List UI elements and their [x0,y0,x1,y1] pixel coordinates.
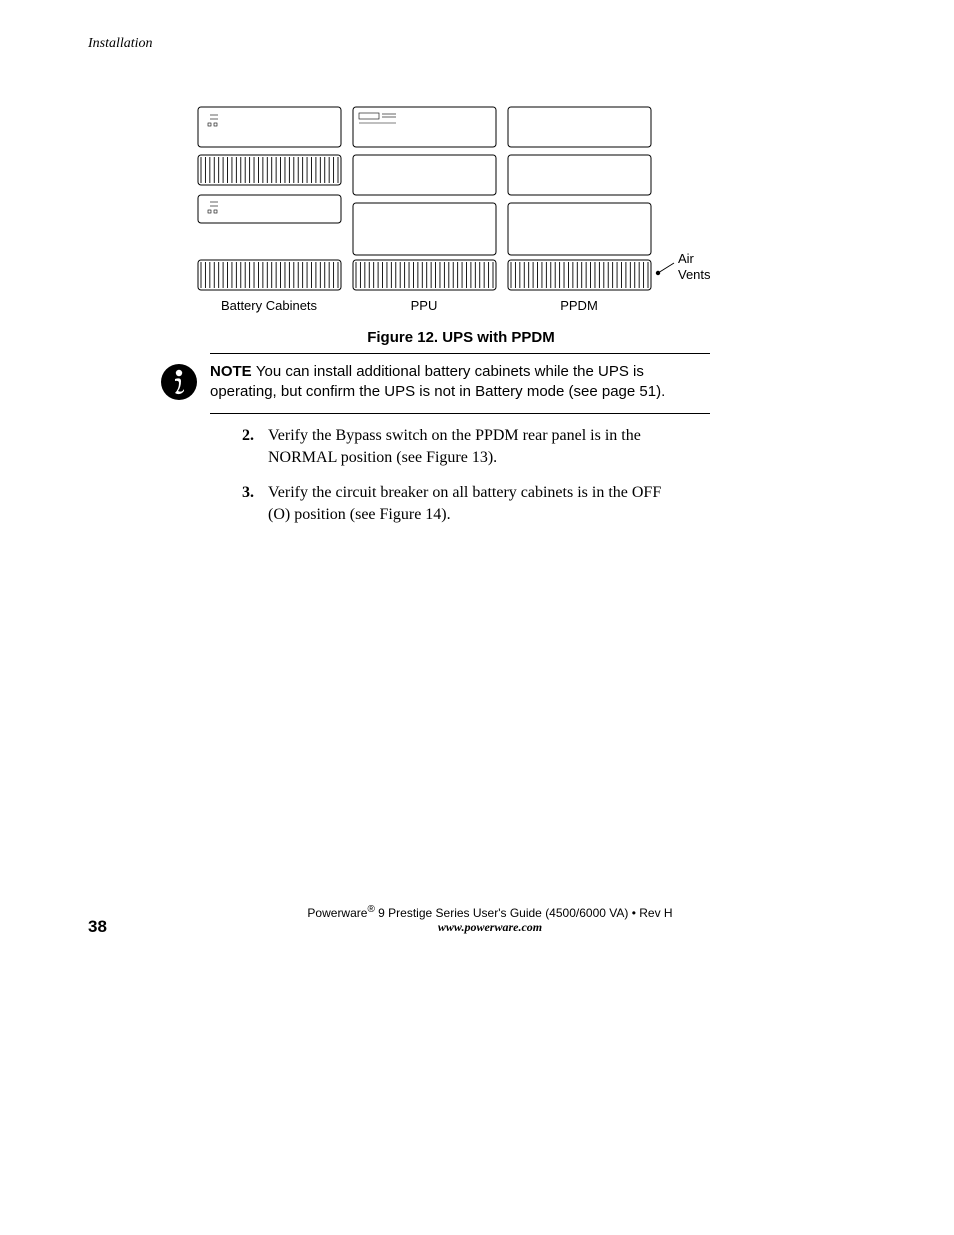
note-text: You can install additional battery cabin… [210,363,665,400]
figure-label-ppu: PPU [411,298,438,313]
footer-url: www.powerware.com [438,920,542,934]
figure-caption-label: Figure 12. [367,329,438,346]
note-block: NOTE You can install additional battery … [160,353,710,414]
step-number: 2. [236,425,254,468]
steps-list: 2. Verify the Bypass switch on the PPDM … [236,425,686,539]
page: Installation [0,0,954,1235]
figure-label-ppdm: PPDM [560,298,598,313]
figure-ups-with-ppdm: Air Vents Battery Cabinets PPU PPDM Figu… [196,105,726,346]
footer-reg: ® [367,904,374,915]
footer-mid: 9 Prestige Series User's Guide (4500/600… [375,906,673,920]
running-header: Installation [88,36,153,52]
ups-diagram-svg: Air Vents Battery Cabinets PPU PPDM [196,105,726,315]
figure-label-air-line1: Air [678,251,695,266]
figure-label-air-line2: Vents [678,267,711,282]
list-item: 2. Verify the Bypass switch on the PPDM … [236,425,686,468]
step-text: Verify the circuit breaker on all batter… [268,482,686,525]
figure-label-battery: Battery Cabinets [221,298,318,313]
figure-caption: Figure 12. UPS with PPDM [196,329,726,346]
step-number: 3. [236,482,254,525]
note-label: NOTE [210,363,252,380]
footer-prefix: Powerware [307,906,367,920]
footer-text: Powerware® 9 Prestige Series User's Guid… [270,904,710,935]
figure-caption-text: UPS with PPDM [442,329,555,346]
note-body: NOTE You can install additional battery … [210,353,710,414]
list-item: 3. Verify the circuit breaker on all bat… [236,482,686,525]
step-text: Verify the Bypass switch on the PPDM rea… [268,425,686,468]
page-number: 38 [88,917,107,937]
info-icon [160,363,198,406]
